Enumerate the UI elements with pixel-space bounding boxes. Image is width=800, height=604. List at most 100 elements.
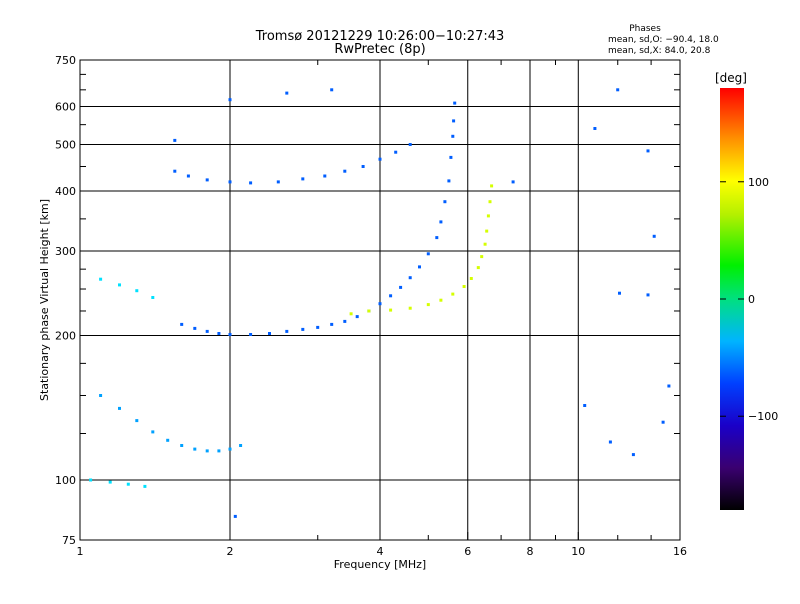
phases-x-mode: mean, sd,X: 84.0, 20.8: [608, 46, 711, 56]
x-tick-label: 8: [527, 545, 534, 558]
data-point: [166, 438, 170, 442]
data-point: [330, 88, 334, 92]
data-point: [228, 98, 232, 102]
phases-o-mode: mean, sd,O: −90.4, 18.0: [608, 35, 719, 45]
data-point: [180, 444, 184, 447]
data-point: [408, 306, 412, 310]
y-tick-label: 75: [62, 534, 76, 547]
x-tick-label: 16: [673, 545, 687, 558]
data-point: [193, 326, 197, 330]
data-point: [618, 291, 621, 295]
data-point: [469, 277, 473, 280]
data-point: [485, 229, 489, 233]
y-axis-ticks: 75 100 200 300 400 500 600 750: [55, 54, 680, 547]
data-point: [418, 265, 421, 269]
data-point: [89, 478, 93, 482]
data-point: [186, 174, 190, 178]
data-point: [426, 303, 430, 307]
y-tick-label: 500: [55, 139, 76, 152]
data-point: [343, 319, 347, 323]
data-point: [439, 220, 443, 224]
data-point: [443, 200, 447, 204]
colorbar-tick-label: 100: [748, 176, 769, 189]
data-point: [439, 298, 443, 302]
x-tick-label: 6: [464, 545, 471, 558]
y-tick-label: 400: [55, 185, 76, 198]
data-point: [118, 283, 121, 287]
x-tick-label: 2: [227, 545, 234, 558]
data-point: [652, 234, 656, 238]
data-point: [389, 294, 393, 298]
data-point: [646, 149, 650, 153]
data-point: [276, 180, 280, 184]
data-point: [301, 177, 305, 181]
data-point: [173, 169, 177, 173]
data-point: [205, 329, 209, 333]
data-point: [99, 277, 103, 281]
data-point: [426, 252, 430, 256]
colorbar-label: [deg]: [715, 71, 747, 85]
data-point: [451, 292, 455, 296]
x-tick-label: 1: [77, 545, 84, 558]
data-point: [301, 327, 305, 331]
data-point: [646, 293, 650, 297]
data-point: [408, 143, 412, 146]
y-axis-label: Stationary phase Virtual Height [km]: [38, 199, 51, 401]
data-point: [233, 514, 237, 518]
grid-lines: [79, 59, 681, 541]
data-point: [480, 255, 484, 259]
data-point: [408, 276, 412, 280]
data-point: [447, 179, 451, 183]
data-point: [451, 134, 455, 138]
data-point: [449, 155, 453, 159]
x-axis-label: Frequency [MHz]: [334, 558, 426, 571]
y-tick-label: 600: [55, 101, 76, 114]
data-point: [135, 419, 139, 423]
y-tick-label: 100: [55, 474, 76, 487]
data-point: [367, 309, 371, 313]
data-point: [583, 404, 587, 407]
data-point: [205, 178, 209, 182]
data-point: [399, 285, 403, 289]
data-point: [180, 322, 184, 326]
data-point: [316, 325, 320, 329]
data-point: [285, 329, 289, 333]
data-point: [249, 181, 253, 185]
data-point: [217, 332, 221, 335]
data-point: [151, 296, 155, 299]
data-point: [452, 119, 456, 123]
data-point: [361, 165, 365, 168]
data-point: [511, 180, 515, 184]
data-point: [462, 285, 466, 288]
x-tick-label: 4: [377, 545, 384, 558]
data-point: [343, 169, 347, 173]
data-point: [323, 174, 327, 178]
data-point: [228, 333, 232, 336]
y-tick-label: 300: [55, 245, 76, 258]
data-point: [378, 157, 382, 161]
data-point: [205, 449, 209, 453]
chart-subtitle: RwPretec (8p): [334, 42, 425, 57]
data-point: [330, 322, 334, 326]
data-point: [435, 236, 439, 240]
data-point: [193, 447, 197, 451]
data-point: [476, 266, 480, 270]
y-tick-label: 750: [55, 54, 76, 67]
data-point: [661, 420, 665, 424]
data-point: [249, 333, 253, 336]
data-point: [349, 312, 353, 316]
chart-title: Tromsø 20121229 10:26:00−10:27:43: [255, 29, 505, 44]
x-tick-label: 10: [571, 545, 585, 558]
colorbar-tick-label: 0: [748, 293, 755, 306]
data-point: [239, 444, 243, 447]
data-point: [126, 482, 130, 486]
data-points: [89, 88, 671, 518]
data-point: [486, 214, 490, 218]
data-point: [593, 127, 597, 130]
data-point: [151, 430, 155, 434]
data-point: [228, 180, 232, 184]
data-point: [285, 91, 289, 95]
data-point: [108, 480, 112, 484]
